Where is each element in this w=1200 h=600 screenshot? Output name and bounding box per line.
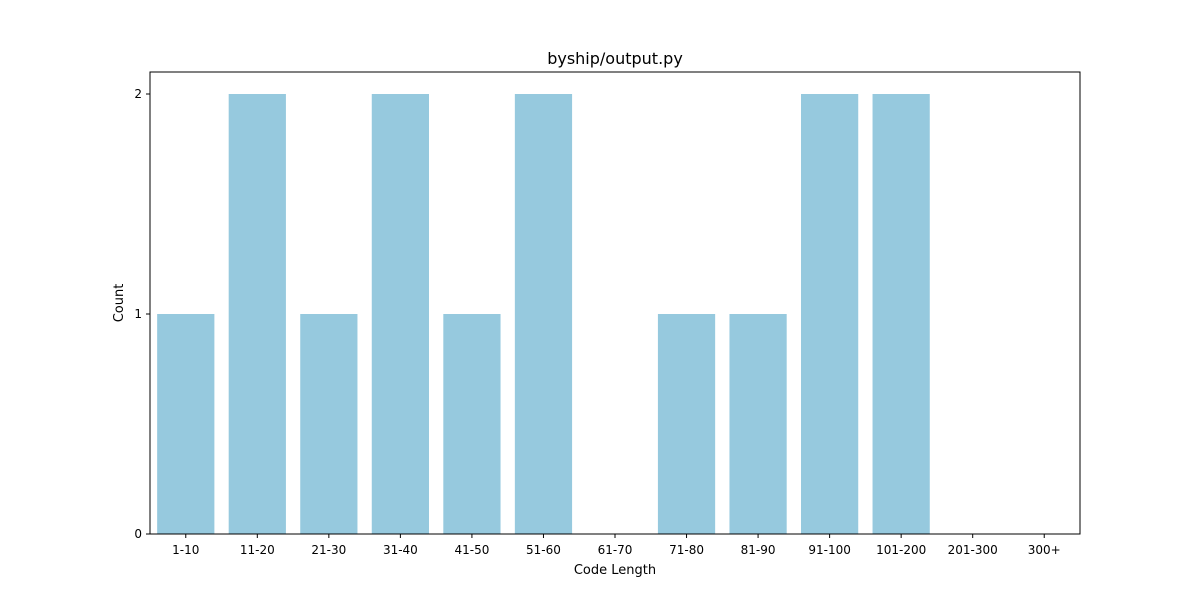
x-tick-label: 300+ [1028, 543, 1061, 557]
x-tick-label: 11-20 [240, 543, 275, 557]
x-tick-label: 71-80 [669, 543, 704, 557]
y-tick-label: 2 [134, 87, 142, 101]
bar-21-30 [300, 314, 358, 534]
y-tick-label: 0 [134, 527, 142, 541]
bars-group [157, 94, 930, 534]
y-tick-label: 1 [134, 307, 142, 321]
y-axis-label: Count [112, 284, 127, 323]
bar-81-90 [729, 314, 787, 534]
x-axis-label: Code Length [574, 563, 656, 578]
x-tick-label: 61-70 [598, 543, 633, 557]
x-tick-label: 91-100 [808, 543, 851, 557]
x-axis: 1-10 11-20 21-30 31-40 41-50 51-60 61-70 71-80 8… [172, 534, 1061, 557]
bar-51-60 [514, 94, 573, 534]
x-tick-label: 1-10 [172, 543, 199, 557]
bar-71-80 [657, 314, 716, 534]
bar-91-100 [801, 94, 859, 534]
bar-101-200 [872, 94, 930, 534]
x-tick-label: 41-50 [454, 543, 489, 557]
bar-41-50 [443, 314, 501, 534]
bar-31-40 [371, 94, 429, 534]
x-tick-label: 31-40 [383, 543, 418, 557]
x-tick-label: 21-30 [311, 543, 346, 557]
plot-area-frame [149, 71, 1081, 535]
y-axis: 0 1 2 [134, 87, 150, 541]
x-tick-label: 101-200 [876, 543, 926, 557]
x-tick-label: 51-60 [526, 543, 561, 557]
bar-11-20 [228, 94, 286, 534]
x-tick-label: 201-300 [948, 543, 998, 557]
chart-title: byship/output.py [547, 49, 683, 68]
x-tick-label: 81-90 [741, 543, 776, 557]
bar-1-10 [157, 314, 215, 534]
